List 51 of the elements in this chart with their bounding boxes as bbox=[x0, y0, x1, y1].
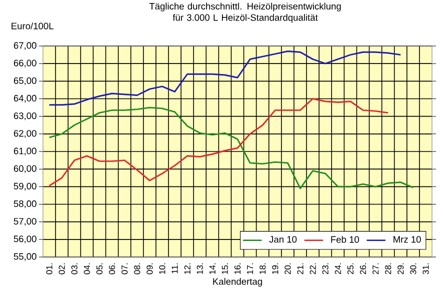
y-tick-label: 67,00 bbox=[14, 42, 36, 50]
x-tick-label: 22. bbox=[310, 263, 316, 274]
x-tick-label: 27. bbox=[372, 263, 379, 274]
x-tick-label: 01. bbox=[46, 263, 52, 274]
x-axis-title: Kalendertag bbox=[213, 278, 262, 287]
legend-label: Feb 10 bbox=[331, 236, 360, 243]
x-tick-label: 12. bbox=[184, 263, 190, 274]
y-axis-title: Euro/100L bbox=[12, 22, 54, 30]
x-tick-label: 13. bbox=[196, 263, 203, 274]
x-tick-label: 16. bbox=[234, 263, 241, 274]
x-tick-label: 31. bbox=[422, 263, 429, 274]
x-tick-label: 19. bbox=[272, 263, 278, 274]
x-tick-label: 20. bbox=[284, 263, 291, 274]
x-tick-label: 21. bbox=[297, 263, 304, 274]
x-tick-label: 06. bbox=[108, 263, 116, 274]
y-tick-label: 58,00 bbox=[14, 200, 36, 208]
x-tick-label: 11. bbox=[172, 263, 178, 274]
x-tick-label: 09. bbox=[146, 263, 153, 274]
legend-label: Mrz 10 bbox=[394, 236, 421, 243]
y-tick-label: 65,00 bbox=[14, 77, 36, 86]
x-tick-label: 25. bbox=[347, 263, 354, 274]
x-tick-label: 17. bbox=[247, 263, 254, 274]
x-tick-label: 05. bbox=[96, 263, 103, 274]
y-tick-label: 55,00 bbox=[14, 253, 36, 261]
x-tick-label: 26. bbox=[360, 263, 366, 274]
x-tick-label: 15. bbox=[222, 263, 228, 274]
x-tick-label: 23. bbox=[322, 263, 328, 274]
x-tick-label: 18. bbox=[260, 263, 266, 274]
x-tick-label: 10. bbox=[159, 263, 166, 274]
x-tick-label: 24. bbox=[334, 263, 341, 274]
y-tick-label: 62,00 bbox=[14, 130, 36, 138]
x-tick-label: 07. bbox=[122, 263, 128, 274]
x-tick-label: 28. bbox=[385, 263, 392, 274]
line-series bbox=[48, 106, 414, 190]
x-tick-label: 29. bbox=[398, 263, 404, 274]
x-tick-label: 08. bbox=[134, 263, 140, 274]
y-tick-label: 66,00 bbox=[14, 60, 36, 68]
y-tick-label: 57,00 bbox=[14, 218, 36, 226]
x-tick-label: 04. bbox=[84, 263, 90, 274]
x-tick-label: 14. bbox=[209, 263, 216, 274]
y-tick-label: 56,00 bbox=[14, 236, 36, 244]
x-tick-label: 30. bbox=[410, 263, 416, 274]
y-tick-label: 64,00 bbox=[14, 94, 36, 103]
x-tick-label: 03. bbox=[71, 263, 78, 274]
legend-label: Jan 10 bbox=[269, 236, 297, 243]
y-tick-label: 61,00 bbox=[14, 148, 36, 156]
chart-title: Tägliche durchschnittl. Heizölpreisentwicklung für 3.000 L Heizöl-Standardqualität bbox=[149, 2, 341, 23]
y-tick-label: 60,00 bbox=[14, 165, 36, 173]
x-tick-label: 02. bbox=[58, 263, 65, 274]
y-tick-label: 59,00 bbox=[14, 182, 36, 191]
y-tick-label: 63,00 bbox=[14, 112, 36, 120]
